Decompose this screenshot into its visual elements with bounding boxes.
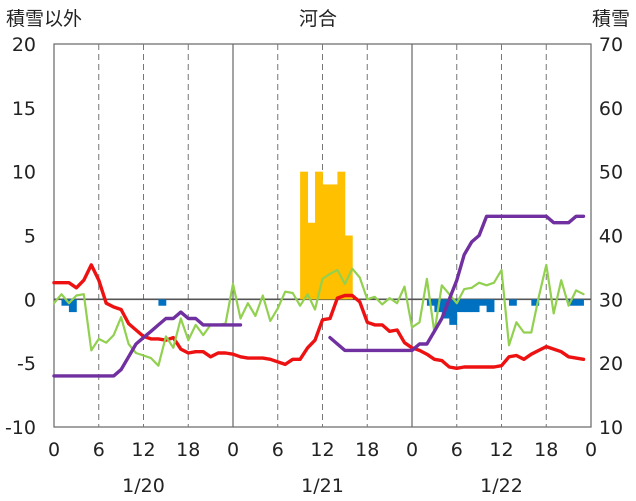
snowfall-bar [300, 171, 308, 300]
snow_decrease-bar [68, 299, 77, 313]
y-left-axis-label: 積雪以外 [6, 8, 82, 30]
y-left-tick-label: 5 [24, 226, 36, 248]
snow_decrease-bar [464, 299, 473, 313]
y-right-tick-label: 70 [599, 34, 623, 56]
snow_decrease-bar [449, 299, 458, 325]
y-right-tick-label: 20 [599, 353, 623, 375]
y-right-axis-label: 積雪 [592, 8, 630, 30]
x-tick-label: 6 [272, 439, 284, 461]
x-tick-label: 18 [355, 439, 379, 461]
x-tick-label: 0 [227, 439, 239, 461]
x-tick-label: 12 [310, 439, 334, 461]
snowfall-bar [337, 171, 346, 300]
y-left-tick-label: -5 [17, 353, 36, 375]
temperature-line [52, 263, 586, 370]
y-left-tick-label: 15 [12, 98, 36, 120]
snow_decrease-bar [456, 299, 465, 313]
x-tick-label: 6 [451, 439, 463, 461]
snowfall-bar [329, 184, 338, 300]
y-right-tick-label: 10 [599, 417, 623, 439]
x-tick-label: 0 [585, 439, 597, 461]
y-left-tick-label: 0 [24, 289, 36, 311]
snow_decrease-bar [158, 299, 167, 306]
x-tick-label: 18 [534, 439, 558, 461]
y-right-tick-label: 30 [599, 289, 623, 311]
y-right-tick-label: 50 [599, 162, 623, 184]
x-tick-label: 18 [176, 439, 200, 461]
y-left-tick-label: 10 [12, 162, 36, 184]
snowfall-bar [344, 235, 353, 300]
x-tick-label: 6 [93, 439, 105, 461]
date-label: 1/21 [301, 475, 344, 497]
x-tick-label: 0 [406, 439, 418, 461]
x-tick-label: 12 [489, 439, 513, 461]
snow_decrease-bar [508, 299, 517, 306]
snowfall-bar [322, 184, 331, 300]
x-tick-label: 12 [131, 439, 155, 461]
x-tick-label: 0 [48, 439, 60, 461]
snow_decrease-bar [531, 299, 540, 306]
lines-layer [52, 214, 586, 378]
snow_decrease-bar [61, 299, 70, 306]
y-left-tick-label: -10 [5, 417, 36, 439]
snow_decrease-bar [486, 299, 495, 313]
snow_decrease-bar [471, 299, 480, 313]
snow_decrease-bar [568, 299, 577, 306]
y-right-tick-label: 40 [599, 226, 623, 248]
snow_decrease-bar [479, 299, 487, 306]
dewpoint-line [52, 263, 585, 367]
y-left-tick-label: 20 [12, 34, 36, 56]
chart-title: 河合 [299, 8, 337, 30]
snow_decrease-bar [576, 299, 584, 306]
date-label: 1/20 [122, 475, 165, 497]
y-right-tick-label: 60 [599, 98, 623, 120]
snow_depth-line [52, 214, 586, 378]
snowfall-bar [315, 171, 323, 300]
date-label: 1/22 [480, 475, 523, 497]
snowfall-bar [307, 222, 316, 300]
